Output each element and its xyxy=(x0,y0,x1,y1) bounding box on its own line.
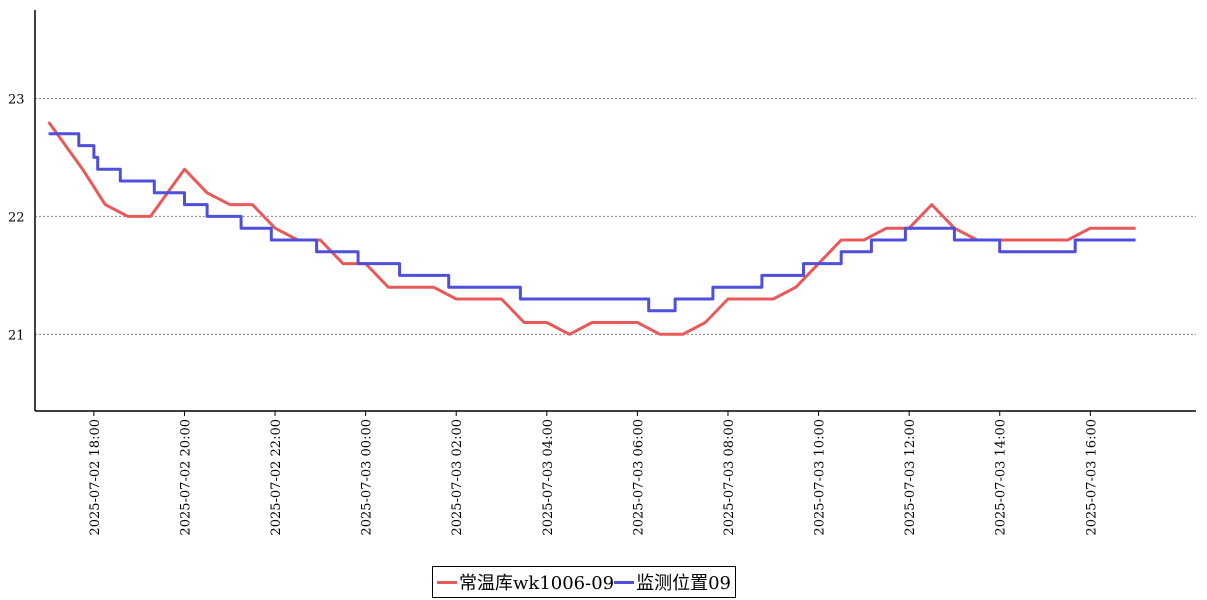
x-tick-label-2: 2025-07-02 22:00 xyxy=(269,419,284,536)
x-tick-label-0: 2025-07-02 18:00 xyxy=(88,419,103,536)
legend-label-series-2: 监测位置09 xyxy=(636,573,732,594)
x-tick-label-5: 2025-07-03 04:00 xyxy=(541,419,556,536)
legend-swatch-series-2 xyxy=(614,580,635,584)
series-lines xyxy=(47,121,1136,336)
x-tick-label-1: 2025-07-02 20:00 xyxy=(178,419,193,536)
x-tick-label-10: 2025-07-03 14:00 xyxy=(994,419,1009,536)
series-line-1 xyxy=(47,121,1136,336)
x-tick-label-7: 2025-07-03 08:00 xyxy=(722,419,737,536)
x-tick-label-4: 2025-07-03 02:00 xyxy=(450,419,465,536)
legend: 常温库wk1006-09 监测位置09 xyxy=(432,566,737,598)
legend-swatch-series-1 xyxy=(437,580,457,584)
x-tick-label-3: 2025-07-03 00:00 xyxy=(360,419,375,536)
y-tick-label-23: 23 xyxy=(8,92,25,107)
x-tick-labels: 2025-07-02 18:00 2025-07-02 20:00 2025-07-… xyxy=(88,411,1099,536)
x-tick-label-8: 2025-07-03 10:00 xyxy=(813,419,828,536)
x-tick-label-11: 2025-07-03 16:00 xyxy=(1084,419,1099,536)
legend-item-series-2: 监测位置09 xyxy=(614,569,731,595)
y-tick-labels: 21 22 23 xyxy=(8,92,25,343)
x-tick-label-9: 2025-07-03 12:00 xyxy=(903,419,918,536)
legend-label-series-1: 常温库wk1006-09 xyxy=(459,573,615,594)
legend-item-series-1: 常温库wk1006-09 xyxy=(437,569,614,595)
y-tick-label-21: 21 xyxy=(8,328,25,343)
x-tick-label-6: 2025-07-03 06:00 xyxy=(631,419,646,536)
series-line-2 xyxy=(48,132,1136,313)
y-tick-label-22: 22 xyxy=(8,210,25,225)
